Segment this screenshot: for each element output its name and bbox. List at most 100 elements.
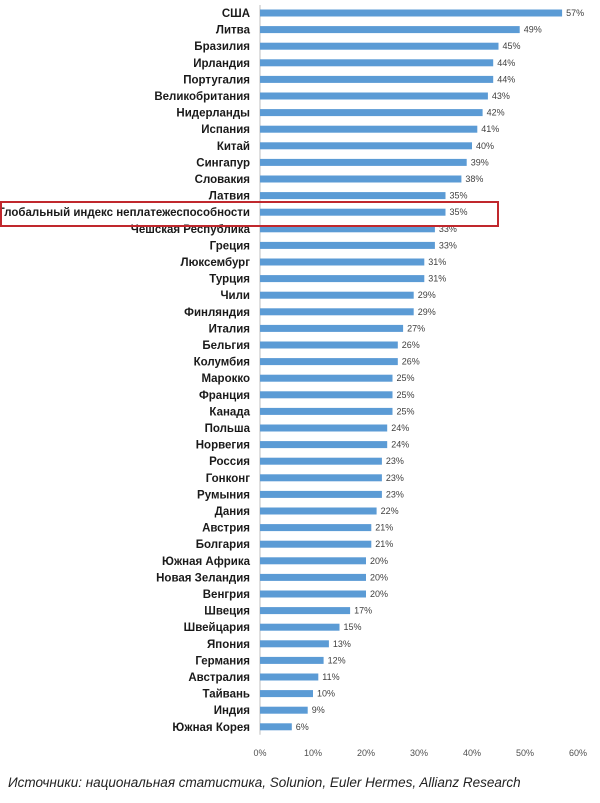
bar [260,607,351,615]
category-label: Сингапур [196,157,250,169]
category-label: Китай [217,141,250,153]
category-label: Южная Корея [172,722,250,734]
data-label: 38% [465,174,483,184]
category-label: Индия [214,705,250,717]
bar [260,540,372,548]
data-label: 11% [322,672,339,682]
bar [260,341,398,349]
data-label: 20% [370,589,388,599]
category-label: Швейцария [184,622,250,634]
bar [260,590,366,598]
category-label: Бельгия [202,340,250,352]
bar [260,142,472,150]
category-label: Австрия [202,523,250,535]
data-label: 44% [497,58,515,68]
source-note: Источники: национальная статистика, Solu… [8,775,521,790]
data-label: 25% [397,406,415,416]
category-label: Греция [210,240,250,252]
bar [260,358,398,366]
category-label: Бразилия [194,41,250,53]
category-label: Словакия [195,174,250,186]
bar [260,407,393,415]
bar [260,275,425,283]
data-label: 35% [450,191,468,201]
category-label: Глобальный индекс неплатежеспособности [0,207,250,219]
data-label: 15% [344,622,362,632]
category-label: Южная Африка [162,556,251,568]
bar [260,424,388,432]
bar-chart: США 57% Литва 49% Бразилия 45% Ирландия 44% Порт… [0,5,587,758]
bar [260,208,446,216]
bar [260,640,329,648]
data-label: 23% [386,456,404,466]
data-label: 33% [439,240,457,250]
bar [260,258,425,266]
data-label: 44% [497,74,515,84]
data-label: 39% [471,157,489,167]
category-label: Канада [209,406,250,418]
bar [260,291,414,299]
data-label: 26% [402,357,420,367]
bar [260,9,563,17]
data-label: 23% [386,489,404,499]
category-label: Франция [199,390,250,402]
bar [260,441,388,449]
data-label: 13% [333,639,351,649]
data-label: 24% [391,440,409,450]
bar [260,374,393,382]
category-label: Люксембург [181,257,251,269]
bar [260,690,313,698]
bar [260,656,324,664]
data-label: 25% [397,390,415,400]
x-tick-label: 50% [516,748,534,758]
bar [260,623,340,631]
bar [260,723,292,731]
bar [260,125,478,133]
data-label: 9% [312,705,325,715]
data-label: 31% [428,274,446,284]
x-tick-label: 40% [463,748,481,758]
category-label: Испания [201,124,250,136]
category-label: Великобритания [154,91,250,103]
bar [260,324,404,332]
data-label: 20% [370,556,388,566]
bar [260,457,382,465]
category-label: Литва [216,25,251,37]
data-label: 29% [418,290,436,300]
category-label: Португалия [183,74,250,86]
data-label: 10% [317,689,335,699]
bar [260,507,377,515]
x-tick-label: 0% [253,748,266,758]
bar [260,92,488,100]
category-label: Латвия [209,191,250,203]
data-label: 21% [375,539,393,549]
highlight-box [0,201,499,227]
data-label: 20% [370,572,388,582]
category-label: Болгария [196,539,250,551]
data-label: 45% [503,41,521,51]
data-label: 33% [439,224,457,234]
bar [260,59,494,67]
data-label: 12% [328,655,346,665]
bar [260,474,382,482]
data-label: 42% [487,108,505,118]
bar [260,75,494,83]
category-label: Россия [209,456,250,468]
category-label: Нидерланды [176,108,250,120]
bar [260,42,499,50]
category-label: Ирландия [193,58,250,70]
data-label: 40% [476,141,494,151]
data-label: 29% [418,307,436,317]
data-label: 21% [375,523,393,533]
bar [260,706,308,714]
category-label: Япония [207,639,250,651]
category-label: Чили [220,290,250,302]
category-label: Марокко [201,373,250,385]
category-label: Германия [195,655,250,667]
bar [260,524,372,532]
category-label: Швеция [204,606,250,618]
bar [260,391,393,399]
category-label: Италия [209,323,250,335]
x-tick-label: 20% [357,748,375,758]
category-label: США [222,8,250,20]
